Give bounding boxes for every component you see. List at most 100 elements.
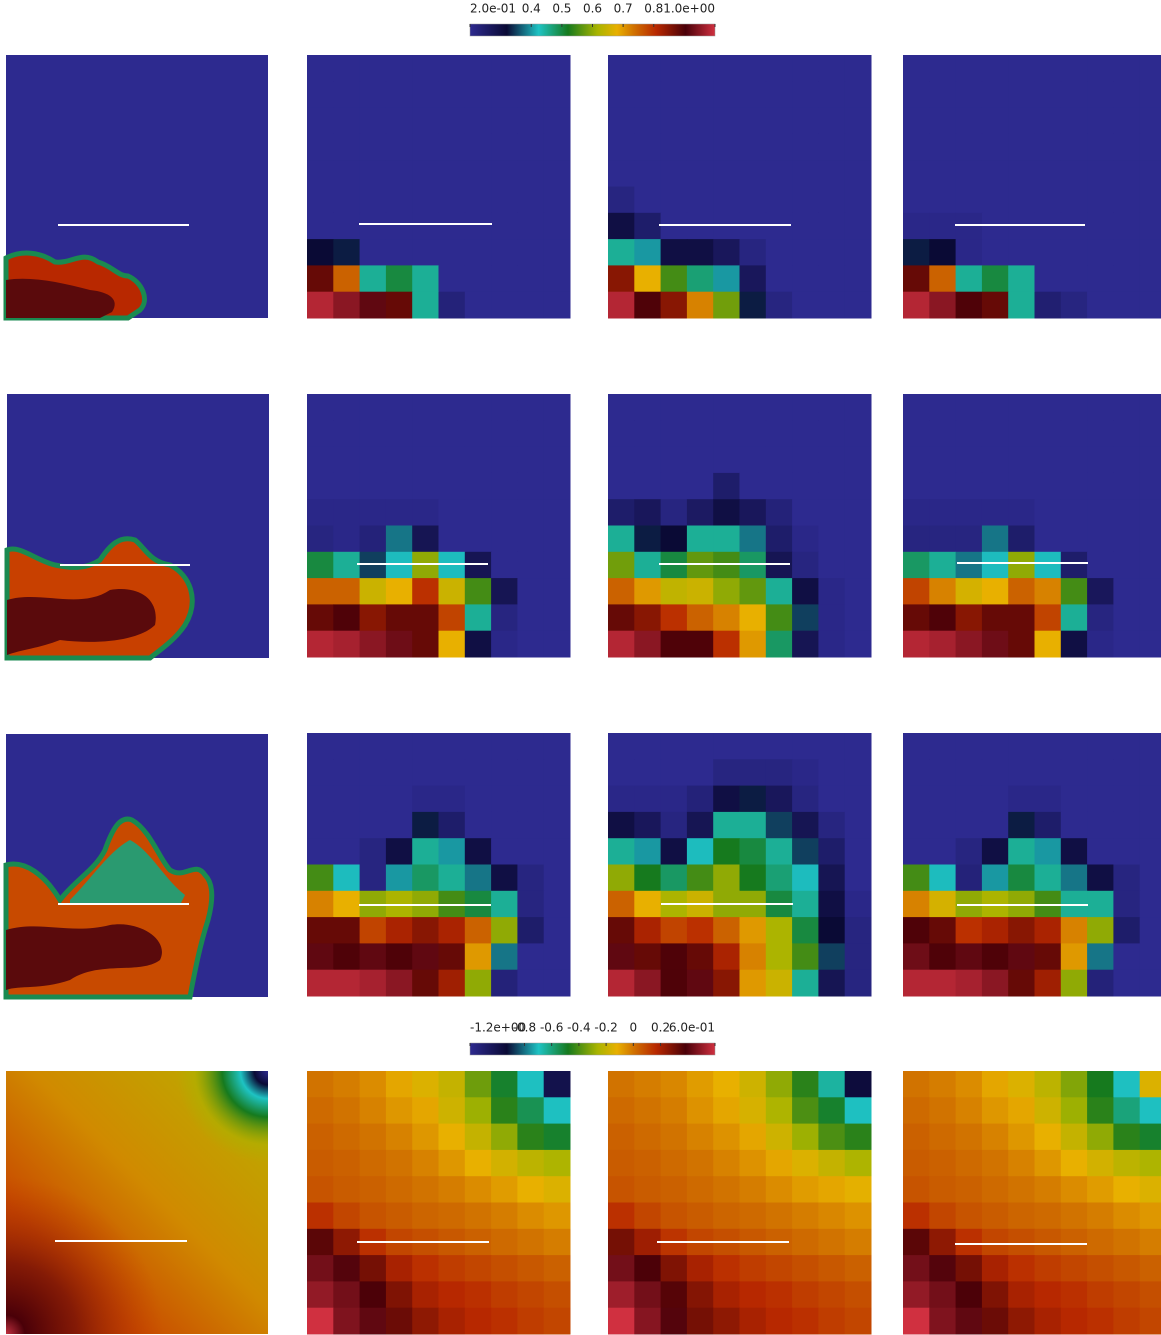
- heatmap-cell: [464, 943, 492, 971]
- heatmap-cell: [543, 81, 571, 109]
- heatmap-cell: [634, 811, 662, 839]
- heatmap-cell: [438, 1307, 466, 1335]
- heatmap-cell: [543, 604, 571, 632]
- heatmap-cell: [385, 291, 413, 319]
- heatmap-cell: [412, 733, 439, 760]
- heatmap-cell: [1034, 578, 1062, 605]
- heatmap-cell: [464, 55, 492, 82]
- heatmap-cell: [412, 604, 439, 632]
- heatmap-cell: [1008, 239, 1035, 266]
- heatmap-cell: [464, 917, 492, 944]
- heatmap-cell: [543, 578, 571, 605]
- heatmap-cell: [385, 1123, 413, 1151]
- heatmap-cell: [634, 759, 662, 787]
- heatmap-cell: [765, 265, 793, 293]
- heatmap-cell: [307, 107, 334, 135]
- heatmap-cell: [438, 265, 466, 293]
- heatmap-cell: [1060, 733, 1088, 760]
- heatmap-cell: [491, 133, 518, 161]
- heatmap-cell: [1060, 1202, 1088, 1230]
- heatmap-cell: [818, 1281, 846, 1309]
- heatmap-cell: [491, 917, 518, 944]
- heatmap-cell: [359, 1202, 387, 1230]
- heatmap-cell: [634, 394, 662, 421]
- heatmap-cell: [660, 107, 688, 135]
- heatmap-cell: [464, 578, 492, 605]
- heatmap-cell: [713, 1123, 740, 1151]
- heatmap-cell: [333, 133, 361, 161]
- heatmap-cell: [464, 394, 492, 421]
- heatmap-cell: [491, 838, 518, 865]
- heatmap-cell: [792, 1281, 819, 1309]
- heatmap-cell: [765, 81, 793, 109]
- heatmap-cell: [412, 81, 439, 109]
- heatmap-cell: [543, 160, 571, 187]
- heatmap-cell: [464, 1202, 492, 1230]
- heatmap-cell: [844, 890, 872, 918]
- heatmap-cell: [333, 1123, 361, 1151]
- heatmap-cell: [1113, 525, 1141, 553]
- heatmap-cell: [1139, 525, 1161, 553]
- heatmap-cell: [1034, 864, 1062, 892]
- heatmap-cell: [739, 1202, 767, 1230]
- heatmap-cell: [307, 551, 334, 579]
- heatmap-cell: [765, 1176, 793, 1203]
- heatmap-cell: [981, 551, 1009, 579]
- heatmap-cell: [1034, 969, 1062, 997]
- heatmap-cell: [333, 186, 361, 214]
- heatmap-cell: [307, 1176, 334, 1203]
- heatmap-cell: [412, 864, 439, 892]
- heatmap-cell: [412, 1097, 439, 1125]
- heatmap-cell: [1139, 133, 1161, 161]
- heatmap-cell: [818, 525, 846, 553]
- heatmap-cell: [929, 733, 957, 760]
- heatmap-cell: [1113, 446, 1141, 474]
- heatmap-cell: [713, 917, 740, 944]
- heatmap-cell: [1087, 1307, 1114, 1335]
- heatmap-cell: [981, 160, 1009, 187]
- heatmap-cell: [307, 1071, 334, 1098]
- heatmap-cell: [955, 420, 983, 448]
- colorbar-tick-label: 0.2: [651, 1021, 670, 1035]
- heatmap-cell: [634, 1307, 662, 1335]
- heatmap-cell: [765, 107, 793, 135]
- heatmap-cell: [1008, 212, 1035, 240]
- heatmap-cell: [1087, 55, 1114, 82]
- heatmap-cell: [1060, 1123, 1088, 1151]
- heatmap-cell: [1008, 785, 1035, 813]
- heatmap-cell: [981, 1307, 1009, 1335]
- heatmap-cell: [792, 785, 819, 813]
- heatmap-cell: [438, 160, 466, 187]
- heatmap-cell: [1087, 160, 1114, 187]
- heatmap-cell: [517, 133, 545, 161]
- heatmap-cell: [765, 291, 793, 319]
- heatmap-cell: [765, 969, 793, 997]
- heatmap-cell: [385, 394, 413, 421]
- heatmap-cell: [634, 499, 662, 526]
- heatmap-cell: [1139, 1228, 1161, 1256]
- heatmap-cell: [1034, 1255, 1062, 1282]
- heatmap-cell: [1139, 212, 1161, 240]
- heatmap-cell: [713, 1149, 740, 1177]
- heatmap-cell: [844, 838, 872, 865]
- heatmap-cell: [1034, 186, 1062, 214]
- heatmap-cell: [903, 917, 930, 944]
- heatmap-cell: [634, 551, 662, 579]
- heatmap-cell: [844, 1281, 872, 1309]
- heatmap-cell: [634, 160, 662, 187]
- heatmap-cell: [765, 160, 793, 187]
- heatmap-cell: [903, 186, 930, 214]
- heatmap-cell: [1034, 420, 1062, 448]
- heatmap-cell: [792, 525, 819, 553]
- heatmap-cell: [464, 969, 492, 997]
- heatmap-cell: [1060, 107, 1088, 135]
- heatmap-cell: [307, 1149, 334, 1177]
- heatmap-cell: [438, 499, 466, 526]
- heatmap-cell: [686, 759, 714, 787]
- heatmap-cell: [608, 890, 635, 918]
- heatmap-cell: [491, 107, 518, 135]
- heatmap-cell: [1087, 446, 1114, 474]
- heatmap-cell: [1139, 265, 1161, 293]
- heatmap-cell: [792, 969, 819, 997]
- heatmap-cell: [903, 107, 930, 135]
